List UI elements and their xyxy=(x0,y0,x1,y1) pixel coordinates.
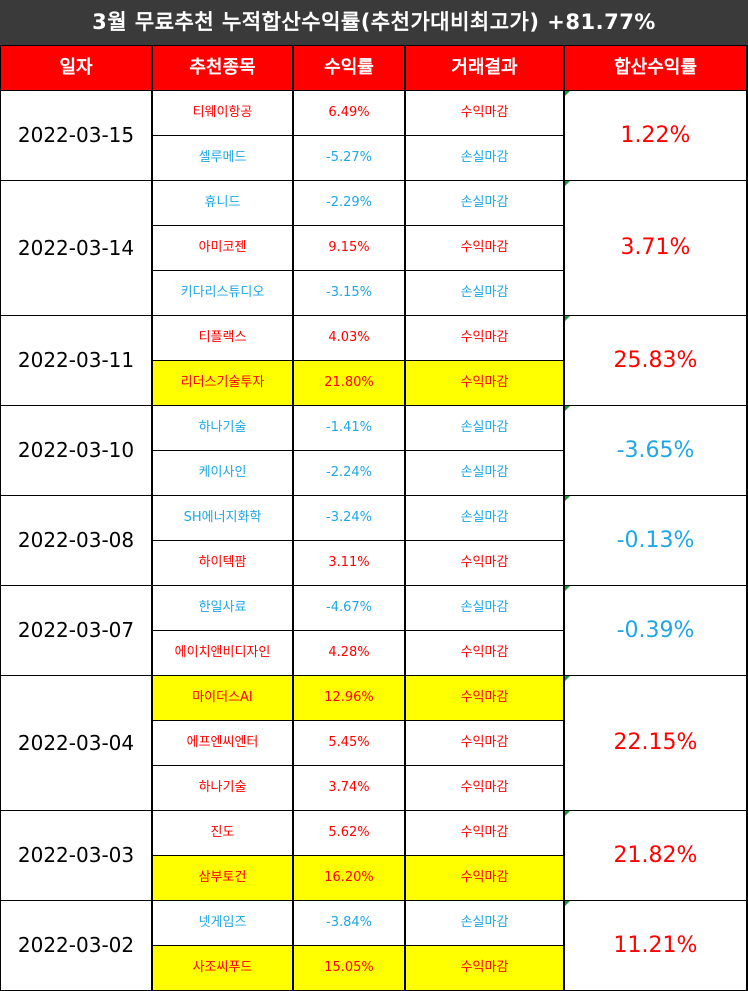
trade-result-cell: 손실마감 xyxy=(406,406,563,450)
total-return-cell: 3.71% xyxy=(565,181,746,315)
return-cell: 16.20% xyxy=(294,856,404,900)
header-result: 거래결과 xyxy=(406,46,563,90)
date-cell: 2022-03-10 xyxy=(1,406,151,495)
sheet-title: 3월 무료추천 누적합산수익률(추천가대비최고가) +81.77% xyxy=(0,0,748,45)
total-return-cell: 25.83% xyxy=(565,316,746,405)
total-return-cell: 11.21% xyxy=(565,901,746,990)
cell-comment-marker xyxy=(565,901,570,906)
header-return: 수익률 xyxy=(294,46,404,90)
stock-name-cell: 한일사료 xyxy=(153,586,292,630)
return-cell: -2.24% xyxy=(294,451,404,495)
total-return-cell: -0.39% xyxy=(565,586,746,675)
stock-name-cell: 하나기술 xyxy=(153,406,292,450)
total-return-cell: 21.82% xyxy=(565,811,746,900)
return-cell: 12.96% xyxy=(294,676,404,720)
trade-result-cell: 손실마감 xyxy=(406,586,563,630)
return-cell: 3.74% xyxy=(294,766,404,810)
trade-result-cell: 수익마감 xyxy=(406,766,563,810)
stock-name-cell: 키다리스튜디오 xyxy=(153,271,292,315)
total-return-cell: 22.15% xyxy=(565,676,746,810)
return-cell: -3.24% xyxy=(294,496,404,540)
stock-name-cell: 에프엔씨엔터 xyxy=(153,721,292,765)
date-cell: 2022-03-11 xyxy=(1,316,151,405)
trade-result-cell: 수익마감 xyxy=(406,361,563,405)
cell-comment-marker xyxy=(565,316,570,321)
stock-name-cell: 케이사인 xyxy=(153,451,292,495)
return-cell: 5.62% xyxy=(294,811,404,855)
stock-name-cell: 넷게임즈 xyxy=(153,901,292,945)
date-cell: 2022-03-03 xyxy=(1,811,151,900)
return-cell: 6.49% xyxy=(294,91,404,135)
cell-comment-marker xyxy=(565,91,570,96)
trade-result-cell: 수익마감 xyxy=(406,91,563,135)
trade-result-cell: 수익마감 xyxy=(406,856,563,900)
date-cell: 2022-03-02 xyxy=(1,901,151,990)
trade-result-cell: 수익마감 xyxy=(406,226,563,270)
date-cell: 2022-03-04 xyxy=(1,676,151,810)
trade-result-cell: 수익마감 xyxy=(406,676,563,720)
trade-result-cell: 수익마감 xyxy=(406,541,563,585)
cell-comment-marker xyxy=(565,811,570,816)
date-cell: 2022-03-08 xyxy=(1,496,151,585)
trade-result-cell: 손실마감 xyxy=(406,451,563,495)
return-cell: 9.15% xyxy=(294,226,404,270)
column-header-row: 일자 추천종목 수익률 거래결과 합산수익률 xyxy=(0,46,748,90)
cell-comment-marker xyxy=(565,181,570,186)
header-stock: 추천종목 xyxy=(153,46,292,90)
return-cell: -4.67% xyxy=(294,586,404,630)
date-cell: 2022-03-15 xyxy=(1,91,151,180)
return-cell: 21.80% xyxy=(294,361,404,405)
date-cell: 2022-03-14 xyxy=(1,181,151,315)
trade-result-cell: 손실마감 xyxy=(406,181,563,225)
stock-name-cell: 하이텍팜 xyxy=(153,541,292,585)
stock-name-cell: 셀루메드 xyxy=(153,136,292,180)
stock-name-cell: 마이더스AI xyxy=(153,676,292,720)
total-return-cell: -0.13% xyxy=(565,496,746,585)
trade-result-cell: 수익마감 xyxy=(406,631,563,675)
trade-result-cell: 수익마감 xyxy=(406,316,563,360)
date-cell: 2022-03-07 xyxy=(1,586,151,675)
return-cell: 15.05% xyxy=(294,946,404,990)
header-date: 일자 xyxy=(1,46,151,90)
trade-result-cell: 손실마감 xyxy=(406,901,563,945)
total-return-cell: -3.65% xyxy=(565,406,746,495)
trade-result-cell: 손실마감 xyxy=(406,136,563,180)
trade-result-cell: 손실마감 xyxy=(406,496,563,540)
return-cell: -3.15% xyxy=(294,271,404,315)
stock-name-cell: 에이치앤비디자인 xyxy=(153,631,292,675)
stock-name-cell: 티플랙스 xyxy=(153,316,292,360)
stock-name-cell: 휴니드 xyxy=(153,181,292,225)
total-return-cell: 1.22% xyxy=(565,91,746,180)
trade-result-cell: 수익마감 xyxy=(406,721,563,765)
stock-name-cell: 하나기술 xyxy=(153,766,292,810)
trade-result-cell: 수익마감 xyxy=(406,946,563,990)
cell-comment-marker xyxy=(565,406,570,411)
return-cell: 4.03% xyxy=(294,316,404,360)
cell-comment-marker xyxy=(565,586,570,591)
header-sum: 합산수익률 xyxy=(565,46,746,90)
stock-name-cell: 삼부토건 xyxy=(153,856,292,900)
cell-comment-marker xyxy=(565,496,570,501)
stock-name-cell: 티웨이항공 xyxy=(153,91,292,135)
stock-name-cell: 사조씨푸드 xyxy=(153,946,292,990)
return-cell: -3.84% xyxy=(294,901,404,945)
trade-result-cell: 손실마감 xyxy=(406,271,563,315)
return-cell: -1.41% xyxy=(294,406,404,450)
stock-name-cell: 리더스기술투자 xyxy=(153,361,292,405)
stock-name-cell: 아미코젠 xyxy=(153,226,292,270)
return-cell: 3.11% xyxy=(294,541,404,585)
return-cell: 5.45% xyxy=(294,721,404,765)
cell-comment-marker xyxy=(565,676,570,681)
trade-result-cell: 수익마감 xyxy=(406,811,563,855)
return-cell: -5.27% xyxy=(294,136,404,180)
return-cell: 4.28% xyxy=(294,631,404,675)
return-cell: -2.29% xyxy=(294,181,404,225)
stock-name-cell: 진도 xyxy=(153,811,292,855)
stock-name-cell: SH에너지화학 xyxy=(153,496,292,540)
